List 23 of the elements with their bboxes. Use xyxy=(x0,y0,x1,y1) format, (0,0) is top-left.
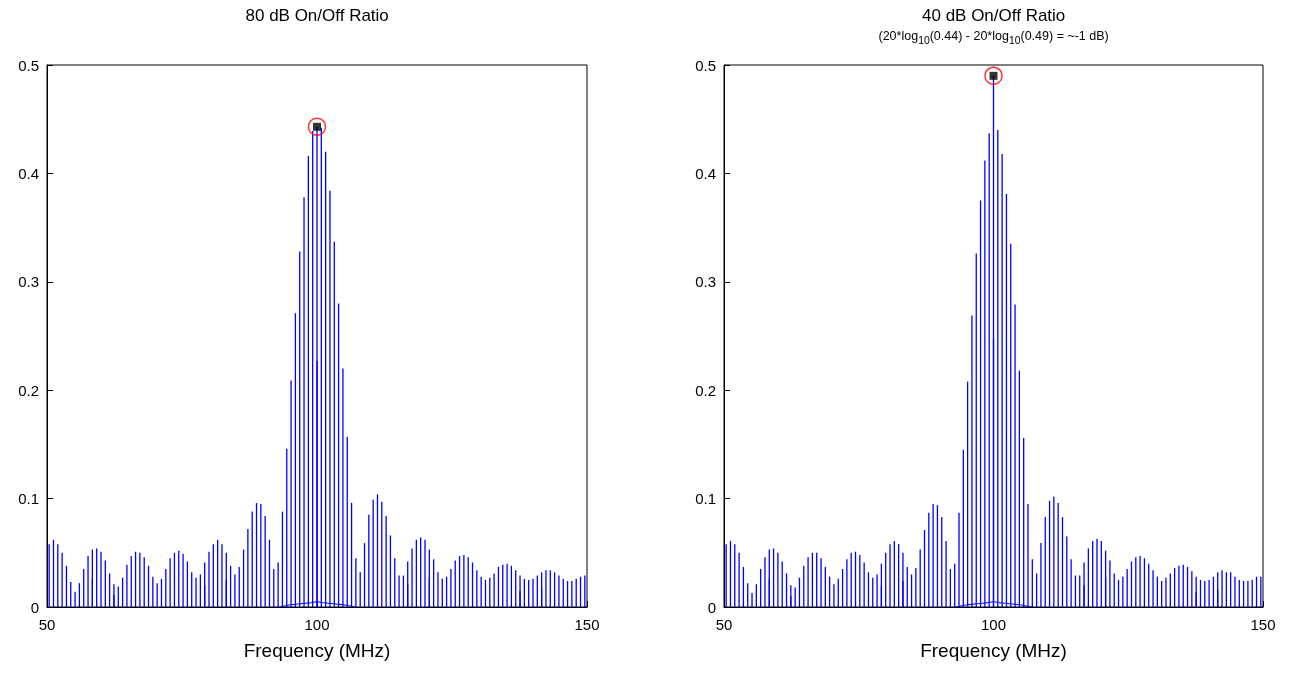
y-tick-label: 0 xyxy=(707,598,716,616)
x-tick-label: 50 xyxy=(715,616,733,633)
x-tick-label: 150 xyxy=(1250,616,1276,633)
x-tick-label: 100 xyxy=(304,616,330,633)
y-tick-label: 0.3 xyxy=(695,273,716,291)
y-tick-label: 0.3 xyxy=(18,273,39,291)
y-tick-label: 0.4 xyxy=(695,164,716,182)
chart-title: 40 dB On/Off Ratio xyxy=(922,6,1066,26)
y-tick-label: 0 xyxy=(30,598,39,616)
x-tick-label: 150 xyxy=(574,616,600,633)
y-tick-label: 0.2 xyxy=(695,381,716,399)
y-tick-label: 0.5 xyxy=(695,56,716,74)
y-tick-label: 0.4 xyxy=(18,164,39,182)
y-tick-label: 0.2 xyxy=(18,381,39,399)
y-tick-label: 0.1 xyxy=(18,490,39,508)
x-axis-title: Frequency (MHz) xyxy=(243,640,391,661)
chart-subtitle: (20*log$_{10}$(0.44) - 20*log$_{10}$(0.49) = ~-1 dB) xyxy=(878,29,1109,46)
x-tick-label: 50 xyxy=(38,616,56,633)
x-axis-title: Frequency (MHz) xyxy=(920,640,1067,661)
chart-title: 80 dB On/Off Ratio xyxy=(245,6,389,26)
y-tick-label: 0.5 xyxy=(18,56,39,74)
y-tick-label: 0.1 xyxy=(695,490,716,508)
x-tick-label: 100 xyxy=(980,616,1007,633)
